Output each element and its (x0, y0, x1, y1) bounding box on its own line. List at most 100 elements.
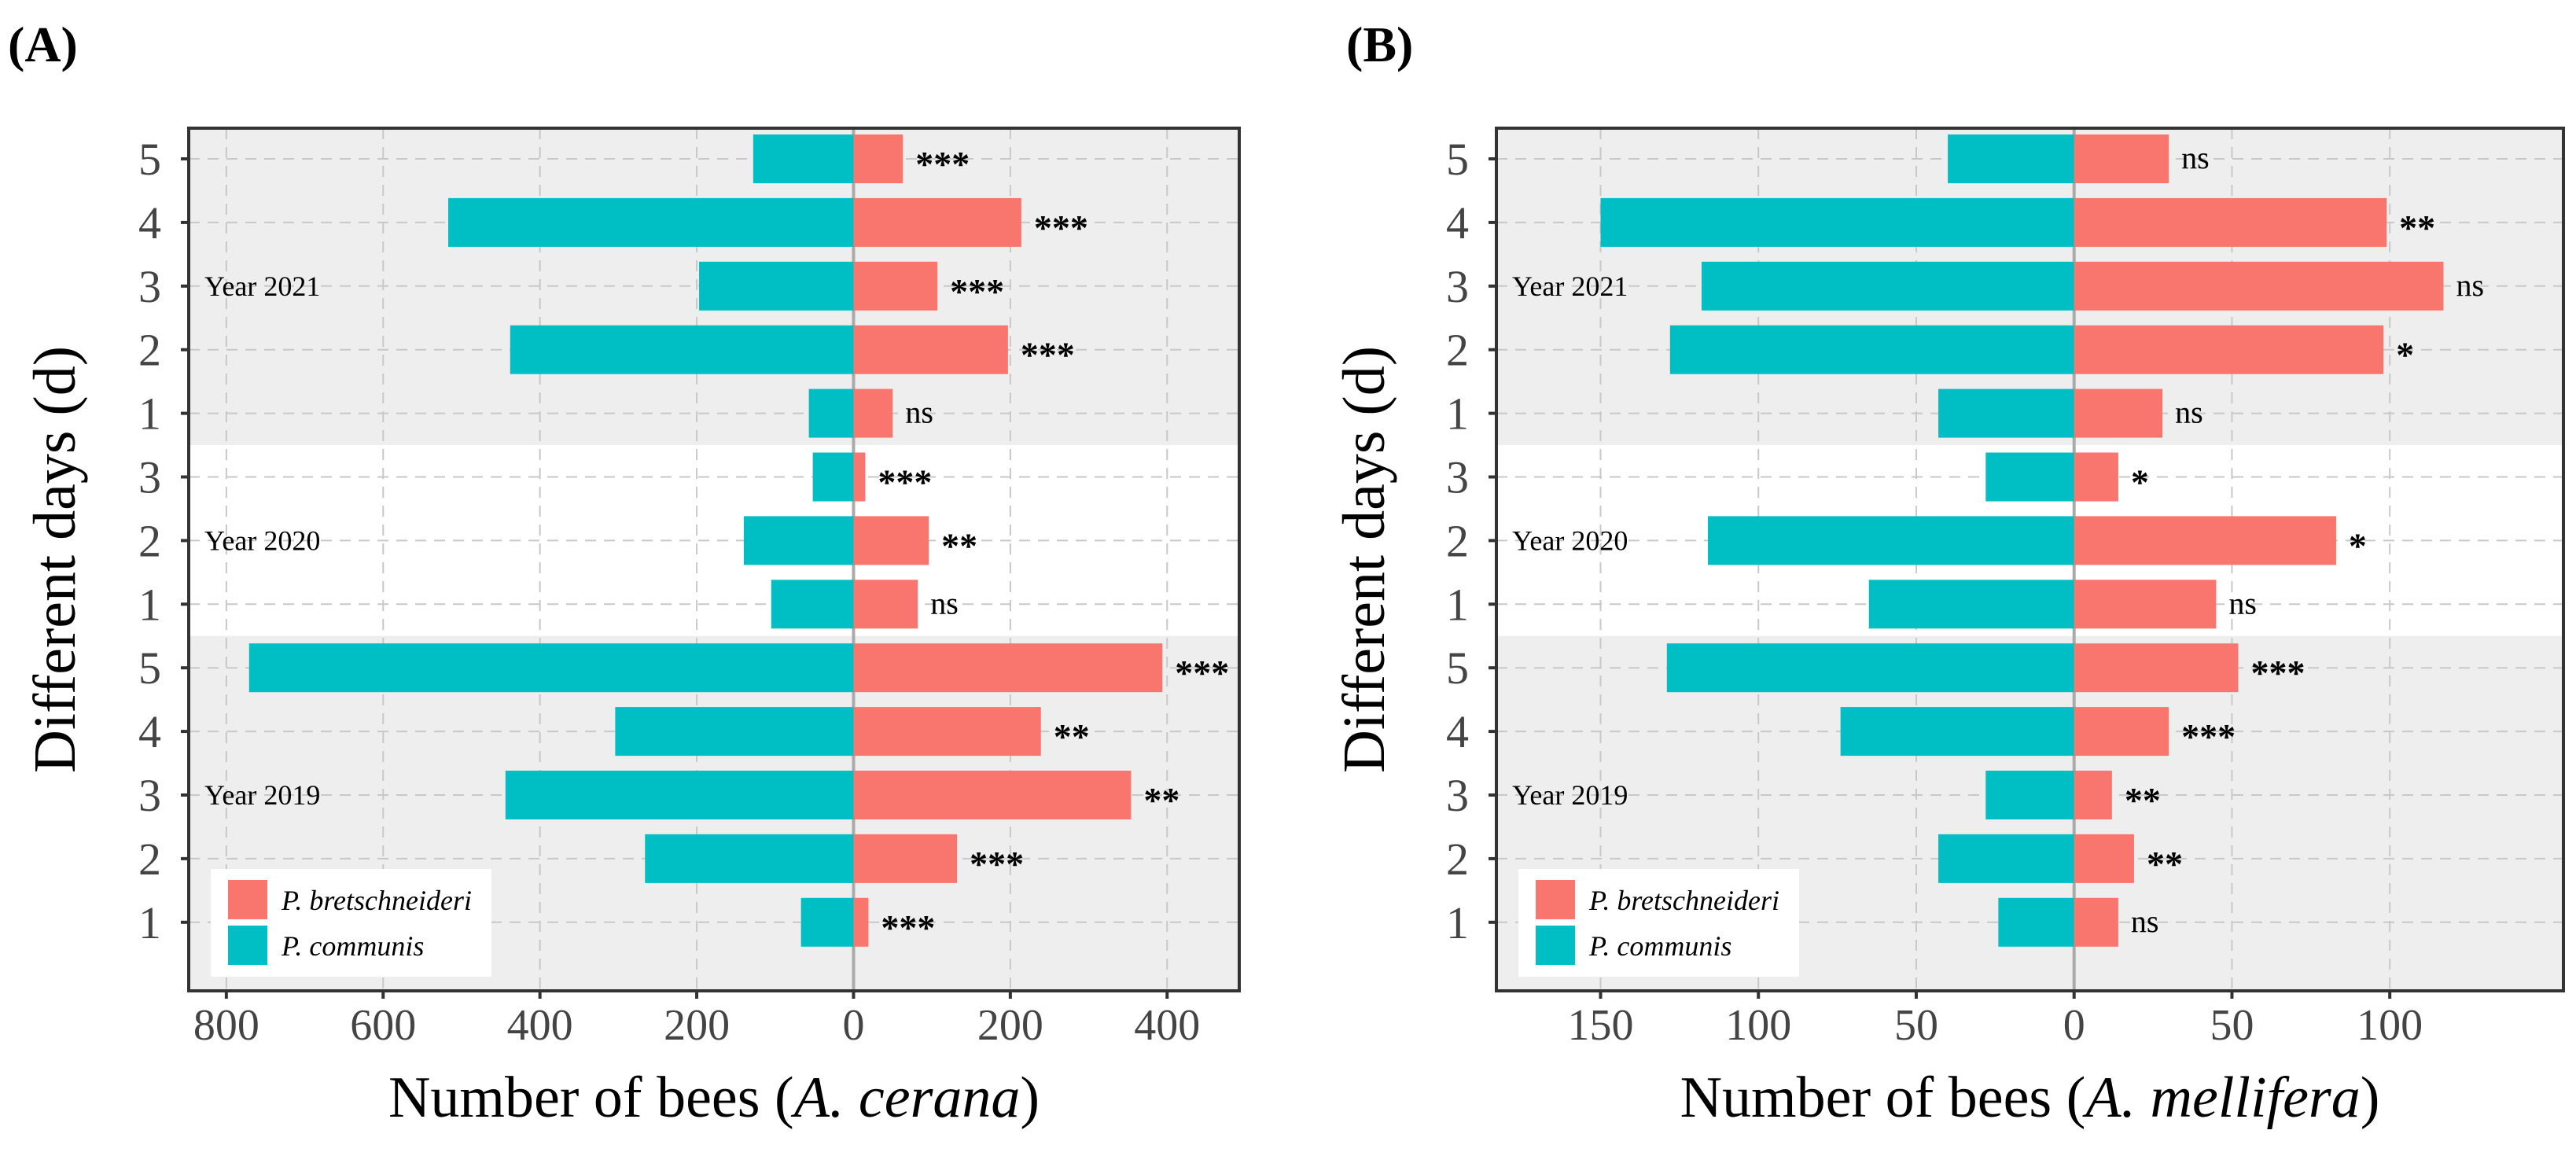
legend-label-communis: P. communis (1588, 930, 1731, 962)
y-tick-label: 4 (138, 197, 161, 248)
bar-communis (753, 134, 854, 183)
y-tick-label: 4 (138, 706, 161, 757)
significance-label: ** (2125, 780, 2161, 820)
legend-swatch-bretschneideri (1536, 880, 1575, 919)
bar-bretschneideri (853, 897, 869, 947)
bar-bretschneideri (2074, 452, 2118, 502)
legend: P. bretschneideri P. communis (211, 869, 491, 977)
significance-label: *** (1021, 335, 1075, 375)
bar-communis (743, 516, 854, 565)
year-label: Year 2021 (204, 271, 320, 302)
bar-communis (1669, 325, 2074, 374)
significance-label: ns (2131, 904, 2159, 939)
bar-bretschneideri (853, 707, 1041, 757)
bar-bretschneideri (2074, 580, 2217, 629)
y-tick-label: 3 (1446, 452, 1469, 503)
bar-bretschneideri (853, 325, 1008, 374)
significance-label: *** (878, 462, 932, 503)
significance-label: ns (2181, 140, 2210, 175)
significance-label: ns (905, 395, 933, 430)
bar-communis (615, 707, 854, 757)
significance-label: ** (2399, 208, 2435, 248)
x-tick-label: 800 (193, 1001, 259, 1050)
x-axis-title: Number of bees (A. cerana) (388, 1066, 1040, 1130)
bar-communis (808, 388, 854, 438)
x-tick-label: 50 (2210, 1001, 2254, 1050)
y-tick-label: 2 (138, 515, 161, 566)
bar-bretschneideri (853, 452, 866, 502)
y-tick-label: 3 (138, 770, 161, 821)
bar-communis (812, 452, 854, 502)
bar-communis (1868, 580, 2074, 629)
y-tick-label: 5 (1446, 642, 1469, 694)
y-tick-label: 1 (138, 897, 161, 948)
bar-communis (448, 197, 854, 247)
significance-label: ns (2456, 267, 2484, 303)
significance-label: ns (930, 585, 959, 620)
bar-communis (1938, 388, 2074, 438)
bar-bretschneideri (853, 834, 958, 883)
y-tick-label: 2 (1446, 515, 1469, 566)
bar-communis (1998, 897, 2074, 947)
legend-label-bretschneideri: P. bretschneideri (281, 885, 472, 916)
significance-label: *** (1175, 653, 1229, 693)
bar-communis (1600, 197, 2074, 247)
y-tick-label: 3 (1446, 261, 1469, 312)
bar-communis (1701, 261, 2074, 311)
y-tick-label: 1 (138, 579, 161, 630)
bar-communis (1840, 707, 2074, 757)
significance-label: ** (941, 525, 977, 565)
bar-communis (1985, 771, 2074, 819)
bar-bretschneideri (853, 197, 1021, 247)
y-tick-label: 1 (1446, 388, 1469, 440)
y-tick-label: 4 (1446, 706, 1469, 757)
year-label: Year 2019 (204, 779, 320, 811)
x-tick-label: 50 (1894, 1001, 1938, 1050)
significance-label: ** (2147, 844, 2183, 884)
bar-bretschneideri (853, 771, 1132, 819)
x-axis-title-species: A. cerana (790, 1066, 1021, 1130)
year-label: Year 2020 (204, 525, 320, 556)
bar-bretschneideri (2074, 388, 2163, 438)
bar-communis (1666, 643, 2074, 693)
significance-label: * (2396, 335, 2414, 375)
bar-bretschneideri (2074, 197, 2387, 247)
y-tick-label: 3 (138, 261, 161, 312)
x-axis-title-suffix: ) (1020, 1066, 1040, 1130)
x-tick-label: 200 (977, 1001, 1043, 1050)
panel-label: (A) (8, 17, 78, 72)
bar-bretschneideri (853, 388, 893, 438)
y-axis-title: Different days (d) (22, 346, 88, 773)
x-axis-title: Number of bees (A. mellifera) (1680, 1066, 2380, 1130)
x-axis-title-prefix: Number of bees ( (1680, 1066, 2086, 1130)
bar-bretschneideri (2074, 134, 2169, 183)
legend-label-communis: P. communis (281, 930, 424, 962)
bar-communis (699, 261, 854, 311)
y-tick-label: 1 (1446, 579, 1469, 630)
significance-label: * (2349, 525, 2367, 565)
bar-bretschneideri (2074, 707, 2169, 757)
year-label: Year 2021 (1512, 271, 1628, 302)
bar-communis (1707, 516, 2074, 565)
year-label: Year 2020 (1512, 525, 1628, 556)
x-axis-title-suffix: ) (2361, 1066, 2380, 1130)
bar-communis (248, 643, 854, 693)
x-tick-label: 400 (507, 1001, 573, 1050)
y-tick-label: 1 (1446, 897, 1469, 948)
y-tick-label: 5 (138, 642, 161, 694)
x-tick-label: 150 (1567, 1001, 1633, 1050)
significance-label: *** (2250, 653, 2305, 693)
y-tick-label: 3 (138, 452, 161, 503)
panel-a: (A) *** 5 *** 4 *** 3 *** 2 ns 1 Year 2021 *** 3 ** 2 ns… (8, 17, 1241, 1130)
significance-label: * (2131, 462, 2149, 503)
significance-label: ** (1054, 716, 1090, 757)
bar-communis (1938, 834, 2074, 883)
y-tick-label: 5 (1446, 134, 1469, 185)
significance-label: *** (970, 844, 1024, 884)
significance-label: *** (2181, 716, 2236, 757)
bar-bretschneideri (853, 261, 938, 311)
significance-label: *** (881, 907, 935, 948)
y-axis-title: Different days (d) (1331, 346, 1397, 773)
x-tick-label: 600 (350, 1001, 416, 1050)
